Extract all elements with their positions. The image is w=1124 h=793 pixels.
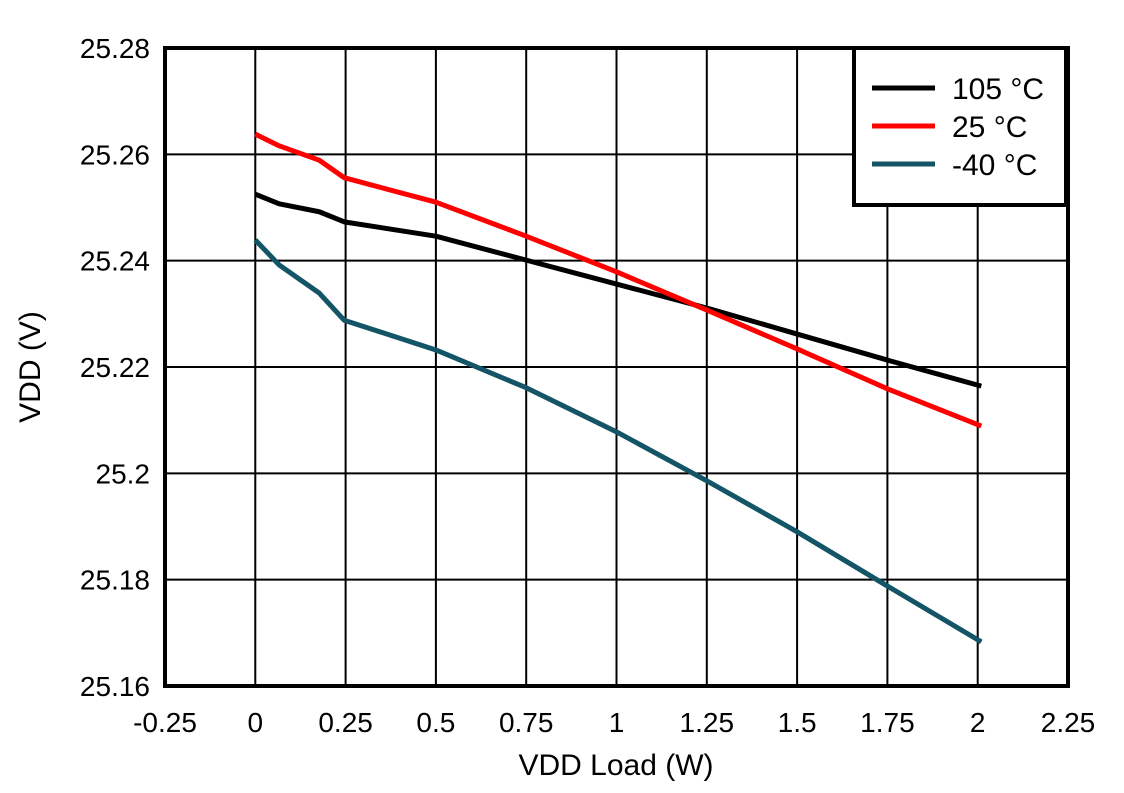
y-tick-label: 25.16 bbox=[80, 671, 150, 702]
x-tick-label: 1.75 bbox=[860, 707, 915, 738]
x-tick-label: 0 bbox=[248, 707, 264, 738]
y-tick-label: 25.24 bbox=[80, 246, 150, 277]
tick-labels: -0.25 0 0.25 0.5 0.75 1 1.25 1.5 1.75 2 2.25 25.16 2… bbox=[80, 33, 1095, 738]
series-lines bbox=[253, 131, 983, 645]
x-tick-label: 0.5 bbox=[416, 707, 455, 738]
x-tick-label: 1.25 bbox=[680, 707, 735, 738]
plot-frame bbox=[163, 46, 1070, 688]
legend-label: 25 °C bbox=[952, 111, 1027, 144]
series-line-1 bbox=[254, 131, 983, 429]
x-tick-label: 0.25 bbox=[318, 707, 373, 738]
x-axis-label: VDD Load (W) bbox=[518, 749, 713, 782]
series-line-0 bbox=[254, 191, 982, 389]
y-tick-label: 25.22 bbox=[80, 352, 150, 383]
legend-label: 105 °C bbox=[952, 73, 1044, 106]
x-tick-label: 2 bbox=[970, 707, 986, 738]
y-axis-label: VDD (V) bbox=[14, 311, 47, 423]
legend-label: -40 °C bbox=[952, 149, 1037, 182]
x-tick-label: 1 bbox=[609, 707, 625, 738]
legend: 105 °C 25 °C -40 °C bbox=[852, 46, 1068, 207]
x-tick-label: 0.75 bbox=[499, 707, 554, 738]
x-tick-label: 2.25 bbox=[1041, 707, 1096, 738]
x-tick-label: 1.5 bbox=[778, 707, 817, 738]
y-tick-label: 25.28 bbox=[80, 33, 150, 64]
y-tick-label: 25.26 bbox=[80, 139, 150, 170]
series-line-2 bbox=[253, 238, 983, 645]
y-tick-label: 25.18 bbox=[80, 565, 150, 596]
x-tick-label: -0.25 bbox=[133, 707, 197, 738]
y-tick-label: 25.2 bbox=[96, 458, 151, 489]
